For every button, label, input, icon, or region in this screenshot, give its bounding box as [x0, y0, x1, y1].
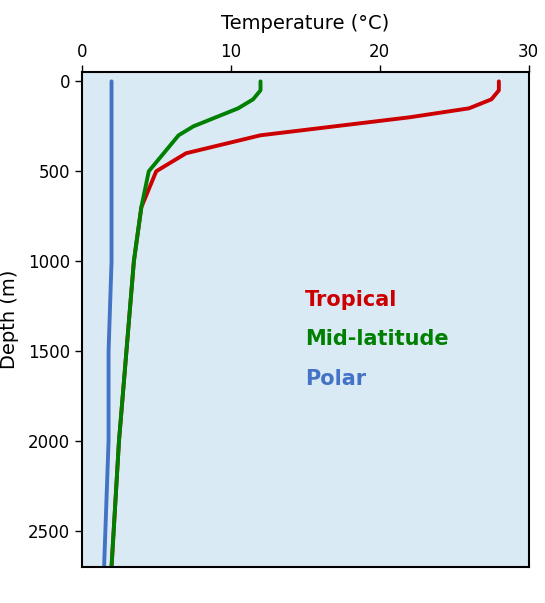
Text: Polar: Polar — [305, 369, 366, 389]
X-axis label: Temperature (°C): Temperature (°C) — [221, 14, 389, 33]
Text: Tropical: Tropical — [305, 290, 397, 310]
Y-axis label: Depth (m): Depth (m) — [1, 270, 20, 369]
Text: Mid-latitude: Mid-latitude — [305, 329, 449, 350]
